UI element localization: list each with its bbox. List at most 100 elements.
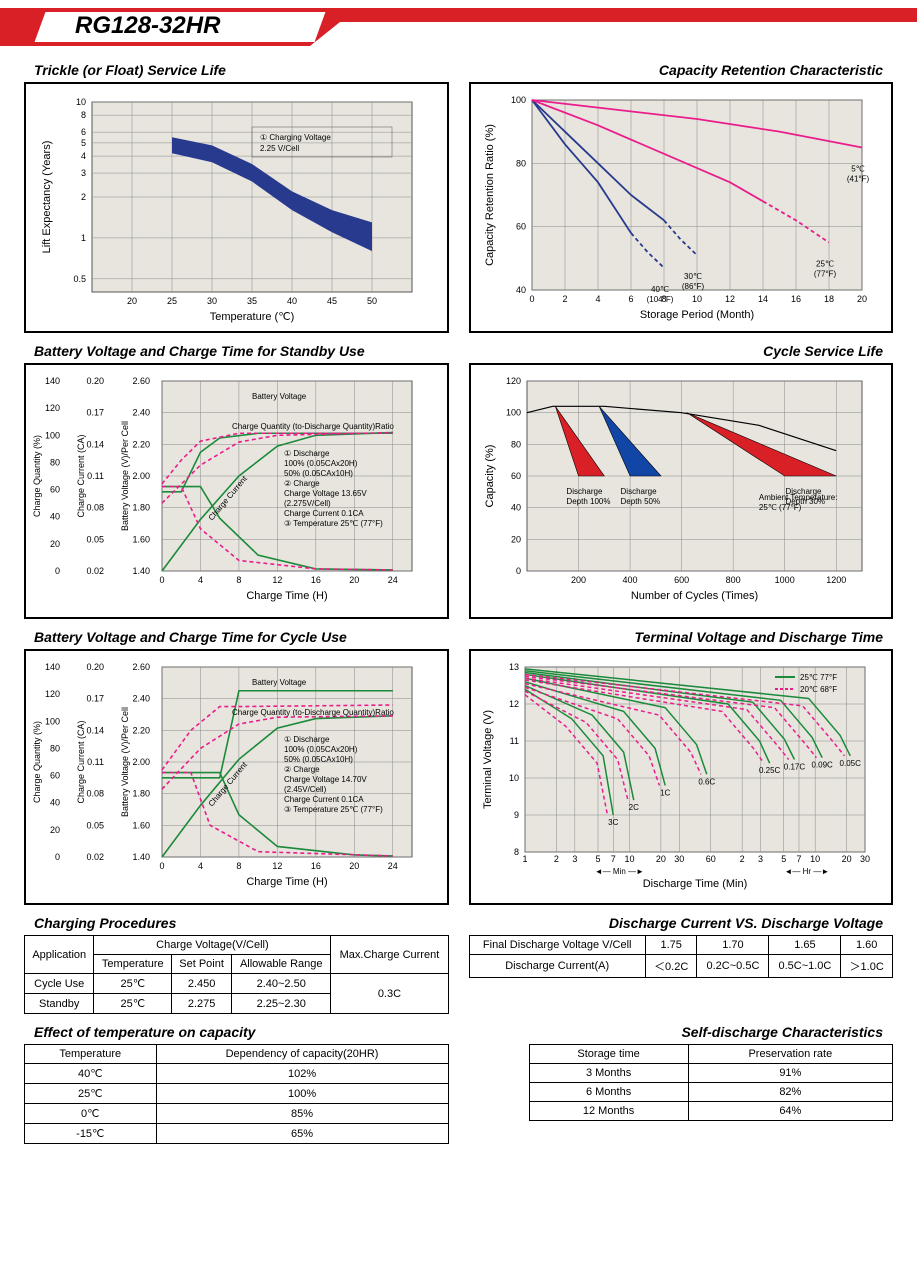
svg-text:0.17: 0.17 — [86, 694, 104, 704]
svg-text:Battery Voltage (V)/Per Cell: Battery Voltage (V)/Per Cell — [120, 421, 130, 531]
svg-text:100: 100 — [45, 716, 60, 726]
svg-text:Battery Voltage (V)/Per Cell: Battery Voltage (V)/Per Cell — [120, 707, 130, 817]
svg-text:200: 200 — [571, 575, 586, 585]
svg-text:14: 14 — [757, 294, 767, 304]
svg-text:② Charge: ② Charge — [284, 479, 320, 488]
svg-text:80: 80 — [510, 439, 520, 449]
cyclecharge-title: Battery Voltage and Charge Time for Cycl… — [34, 629, 449, 645]
discharge-iv-title: Discharge Current VS. Discharge Voltage — [479, 915, 884, 931]
svg-text:800: 800 — [725, 575, 740, 585]
svg-text:0: 0 — [529, 294, 534, 304]
svg-text:8: 8 — [236, 575, 241, 585]
svg-text:2.40: 2.40 — [132, 694, 150, 704]
svg-text:8: 8 — [236, 861, 241, 871]
svg-text:25℃: 25℃ — [816, 260, 834, 269]
cell: 1.65 — [769, 936, 841, 955]
svg-text:12: 12 — [724, 294, 734, 304]
svg-text:③ Temperature 25℃ (77°F): ③ Temperature 25℃ (77°F) — [284, 805, 383, 814]
svg-text:60: 60 — [50, 485, 60, 495]
standby-title: Battery Voltage and Charge Time for Stan… — [34, 343, 449, 359]
svg-text:Ambient Temperature:: Ambient Temperature: — [758, 493, 837, 502]
svg-text:3: 3 — [758, 854, 763, 864]
svg-text:Battery Voltage: Battery Voltage — [252, 392, 307, 401]
terminal-chart: 1235710203060235710203089101112133C2C1C0… — [469, 649, 894, 905]
svg-text:Lift Expectancy (Years): Lift Expectancy (Years) — [41, 141, 53, 254]
cell: Final Discharge Voltage V/Cell — [469, 936, 645, 955]
cell: 2.275 — [172, 994, 232, 1014]
svg-text:60: 60 — [515, 222, 525, 232]
svg-text:100% (0.05CAx20H): 100% (0.05CAx20H) — [284, 459, 358, 468]
svg-text:20: 20 — [856, 294, 866, 304]
svg-text:2.20: 2.20 — [132, 439, 150, 449]
svg-text:Charge Quantity (%): Charge Quantity (%) — [32, 721, 42, 803]
svg-text:0.11: 0.11 — [87, 471, 104, 481]
svg-text:1000: 1000 — [774, 575, 794, 585]
svg-text:Charge Voltage 14.70V: Charge Voltage 14.70V — [284, 775, 367, 784]
svg-text:0.17C: 0.17C — [783, 763, 805, 772]
section-retention: Capacity Retention Characteristic 024681… — [469, 58, 894, 333]
self-discharge-title: Self-discharge Characteristics — [479, 1024, 884, 1040]
section-charging-proc: Charging Procedures Application Charge V… — [24, 911, 449, 1014]
svg-text:16: 16 — [790, 294, 800, 304]
svg-text:Charge Current 0.1CA: Charge Current 0.1CA — [284, 509, 364, 518]
svg-text:0.08: 0.08 — [86, 503, 104, 513]
svg-text:Depth 100%: Depth 100% — [566, 497, 610, 506]
cell: 2.25~2.30 — [232, 994, 331, 1014]
cell: Cycle Use — [25, 974, 94, 994]
svg-text:2.60: 2.60 — [132, 376, 150, 386]
svg-text:20: 20 — [841, 854, 851, 864]
svg-text:13: 13 — [508, 662, 518, 672]
th-maxcurrent: Max.Charge Current — [331, 936, 448, 974]
cyclelife-chart: 20040060080010001200020406080100120Disch… — [469, 363, 894, 619]
svg-text:Discharge: Discharge — [620, 487, 657, 496]
trickle-chart: 202530354045500.5123456810① Charging Vol… — [24, 82, 449, 333]
svg-text:Charge Quantity (%): Charge Quantity (%) — [32, 435, 42, 517]
standby-chart: 048121620240204060801001201400.020.050.0… — [24, 363, 449, 619]
svg-text:1.80: 1.80 — [132, 503, 150, 513]
svg-text:10: 10 — [508, 773, 518, 783]
svg-text:600: 600 — [674, 575, 689, 585]
cell: 25℃ — [94, 994, 172, 1014]
svg-text:25℃ 77°F: 25℃ 77°F — [800, 673, 837, 682]
section-cyclelife: Cycle Service Life 200400600800100012000… — [469, 339, 894, 619]
cell: 25℃ — [94, 974, 172, 994]
svg-text:80: 80 — [50, 743, 60, 753]
svg-text:25: 25 — [167, 296, 177, 306]
svg-text:◄— Hr —►: ◄— Hr —► — [784, 867, 829, 876]
svg-text:Terminal Voltage (V): Terminal Voltage (V) — [482, 710, 494, 809]
svg-text:0.6C: 0.6C — [698, 777, 715, 786]
svg-text:◄— Min —►: ◄— Min —► — [594, 867, 643, 876]
svg-text:2C: 2C — [628, 803, 638, 812]
svg-text:① Discharge: ① Discharge — [284, 449, 330, 458]
cell: ＜0.2C — [645, 955, 697, 978]
svg-text:12: 12 — [508, 699, 518, 709]
cell: 2.40~2.50 — [232, 974, 331, 994]
svg-text:Charge Voltage 13.65V: Charge Voltage 13.65V — [284, 489, 367, 498]
svg-text:1.60: 1.60 — [132, 820, 150, 830]
svg-text:1: 1 — [81, 233, 86, 243]
th-chargevoltage: Charge Voltage(V/Cell) — [94, 936, 331, 955]
section-trickle: Trickle (or Float) Service Life 20253035… — [24, 58, 449, 333]
svg-text:0.17: 0.17 — [86, 408, 104, 418]
section-self-discharge: Self-discharge Characteristics Storage t… — [469, 1020, 894, 1144]
svg-text:400: 400 — [622, 575, 637, 585]
svg-text:1C: 1C — [660, 788, 670, 797]
charging-table: Application Charge Voltage(V/Cell) Max.C… — [24, 935, 449, 1014]
section-discharge-iv: Discharge Current VS. Discharge Voltage … — [469, 911, 894, 1014]
svg-text:100: 100 — [505, 408, 520, 418]
svg-text:2: 2 — [81, 192, 86, 202]
svg-text:12: 12 — [272, 861, 282, 871]
svg-text:120: 120 — [505, 376, 520, 386]
svg-text:40℃: 40℃ — [651, 285, 669, 294]
svg-text:Depth 50%: Depth 50% — [620, 497, 660, 506]
svg-text:18: 18 — [823, 294, 833, 304]
svg-text:2.20: 2.20 — [132, 725, 150, 735]
svg-text:5: 5 — [781, 854, 786, 864]
svg-text:9: 9 — [513, 810, 518, 820]
svg-text:0.14: 0.14 — [86, 439, 104, 449]
svg-text:50% (0.05CAx10H): 50% (0.05CAx10H) — [284, 755, 353, 764]
svg-text:45: 45 — [327, 296, 337, 306]
svg-text:① Charging Voltage: ① Charging Voltage — [260, 133, 331, 142]
svg-text:1.40: 1.40 — [132, 852, 150, 862]
svg-text:(2.45V/Cell): (2.45V/Cell) — [284, 785, 327, 794]
